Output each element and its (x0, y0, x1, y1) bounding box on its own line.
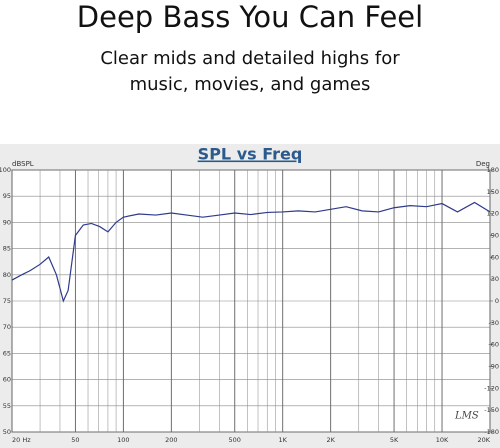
x-tick-label: 500 (229, 436, 241, 444)
y2-tick-label: 60 (491, 253, 499, 261)
subtitle: music, movies, and games (129, 74, 371, 95)
y2-tick-label: 180 (487, 166, 499, 174)
y-tick-label: 65 (3, 349, 11, 357)
headline: Deep Bass You Can Feel (76, 0, 424, 34)
y-axis-label: dBSPL (12, 160, 34, 168)
x-tick-label: 1K (278, 436, 287, 444)
y2-tick-label: -120 (484, 384, 499, 392)
chart-title: SPL vs Freq (198, 145, 303, 164)
y2-axis-label: Deg (476, 160, 490, 168)
x-tick-label: 10K (436, 436, 449, 444)
x-tick-label: 2K (326, 436, 335, 444)
y-tick-label: 55 (3, 402, 11, 410)
x-tick-label: 100 (117, 436, 129, 444)
x-tick-label: 20 Hz (12, 436, 31, 444)
y-tick-label: 100 (0, 166, 11, 174)
watermark: LMS (454, 411, 479, 422)
y2-tick-label: 120 (487, 210, 499, 218)
y-tick-label: 75 (3, 297, 11, 305)
x-tick-label: 200 (165, 436, 177, 444)
y-tick-label: 90 (3, 218, 11, 226)
y2-tick-label: -180 (484, 428, 499, 436)
y2-tick-label: -150 (484, 406, 499, 414)
y-tick-label: 60 (3, 376, 11, 384)
chart: SPL vs Freq dBSPL Deg LMS 50 55 60 65 70 75 80… (0, 144, 500, 448)
y-tick-label: 85 (3, 245, 11, 253)
subtitle: Clear mids and detailed highs for (100, 48, 400, 69)
x-tick-label: 50 (71, 436, 79, 444)
x-tick-label: 20K (477, 436, 490, 444)
spl-line (11, 201, 491, 303)
y2-tick-label: -90 (488, 363, 499, 371)
y2-tick-label: 0 (495, 297, 499, 305)
x-tick-label: 5K (390, 436, 399, 444)
y-tick-label: 50 (3, 428, 11, 436)
y2-tick-label: 90 (491, 232, 499, 240)
y2-tick-label: -30 (488, 319, 499, 327)
y-tick-label: 95 (3, 192, 11, 200)
y-tick-label: 80 (3, 271, 11, 279)
y2-tick-label: -60 (488, 341, 499, 349)
y2-tick-label: 150 (487, 188, 499, 196)
y2-tick-label: 30 (491, 275, 499, 283)
y-tick-label: 70 (3, 323, 11, 331)
